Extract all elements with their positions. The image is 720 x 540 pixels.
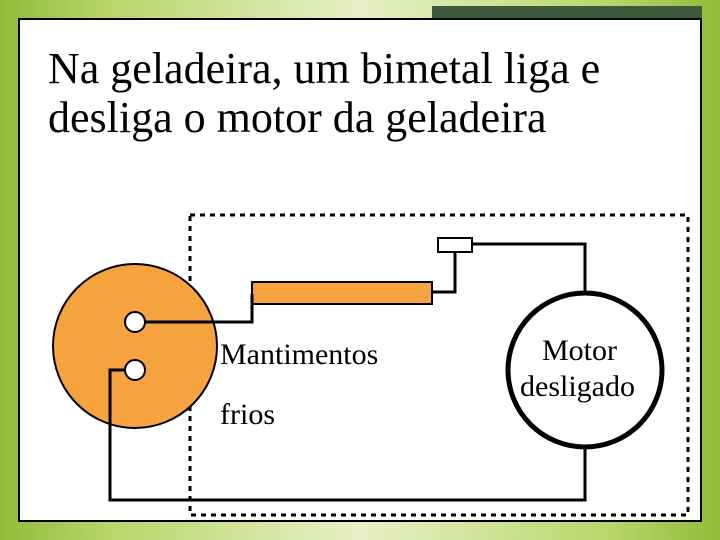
slide-frame: Na geladeira, um bimetal liga e desliga … (18, 18, 702, 522)
switch-contact (438, 238, 472, 252)
terminal-bottom (125, 360, 145, 380)
bimetal-bar (252, 282, 432, 304)
circuit-diagram (20, 20, 704, 524)
label-motor-line1: Motor (542, 334, 617, 368)
thermostat-circle (53, 264, 217, 428)
terminal-top (125, 312, 145, 332)
label-motor-line2: desligado (520, 370, 635, 404)
label-mantimentos: Mantimentos (220, 338, 378, 372)
label-frios: frios (220, 398, 275, 432)
